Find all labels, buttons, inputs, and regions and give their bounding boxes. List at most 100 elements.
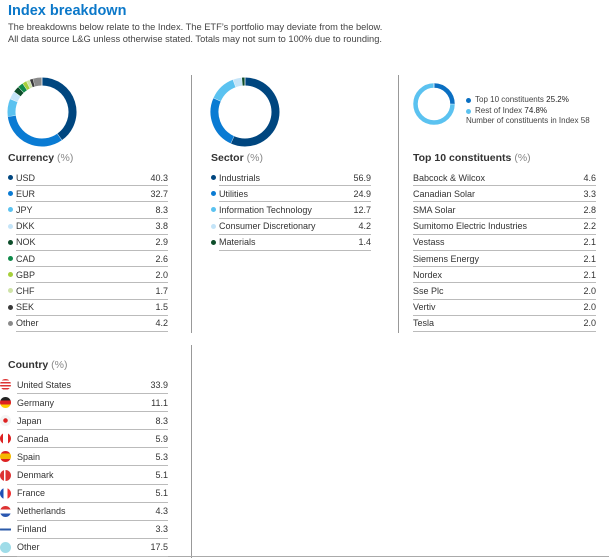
row-value: 17.5 [150,542,168,553]
row-label: Information Technology [219,204,312,215]
row-label: Tesla [413,318,435,329]
table-row: United States 33.9 [0,376,168,395]
row-value: 2.6 [155,253,168,264]
donut-slice-gbp [22,81,31,91]
divider [191,75,192,333]
table-row: Spain 5.3 [0,448,168,467]
country-table: United States 33.9 Germany 11.1 Japan 8.3 Cana… [0,376,168,557]
row-value: 4.2 [358,221,371,232]
row-value: 2.0 [583,302,596,313]
donut-slice-other [33,77,43,87]
table-row: Canada 5.9 [0,430,168,449]
legend-dot-icon [8,191,13,197]
row-value: 3.3 [155,524,168,535]
row-label: Canada [17,433,49,444]
row-value: 40.3 [150,172,168,183]
legend-rest: Rest of Index 74.8% [466,106,590,117]
row-value: 1.5 [155,302,168,313]
canada-flag-icon [0,433,11,445]
table-row: Utilities 24.9 [211,186,371,203]
table-row: Industrials 56.9 [211,170,371,187]
table-row: SEK 1.5 [8,300,168,316]
finland-flag-icon [0,523,11,535]
table-row: Babcock & Wilcox 4.6 [413,170,596,187]
donut-slice-nok [14,86,24,97]
row-label: Babcock & Wilcox [413,172,486,183]
table-row: SMA Solar 2.8 [413,202,596,219]
row-value: 2.0 [155,269,168,280]
legend-dot-icon [8,272,13,278]
table-row: Other 4.2 [8,316,168,332]
donut-slice-sek [29,78,36,88]
donut-slice-rest-of-index [413,83,455,125]
japan-flag-icon [0,415,11,427]
row-label: France [17,488,46,499]
denmark-flag-icon [0,469,11,481]
netherlands-flag-icon [0,505,11,517]
donut-slice-utilities [210,97,235,144]
legend-top10: Top 10 constituents 25.2% [466,95,590,106]
row-value: 2.8 [583,204,596,215]
table-row: Vertiv 2.0 [413,300,596,316]
legend-dot-icon [8,207,13,213]
intro-line-1: The breakdowns below relate to the Index… [8,22,383,32]
row-label: NOK [16,237,36,248]
row-value: 33.9 [150,379,168,390]
table-row: Finland 3.3 [0,521,168,539]
table-row: CHF 1.7 [8,283,168,300]
row-label: Japan [17,415,42,426]
sector-heading: Sector (%) [211,152,263,164]
legend-dot-icon [211,223,216,229]
legend-dot-icon [211,191,216,197]
us-flag-icon [0,379,11,391]
row-value: 3.8 [155,221,168,232]
row-label: Materials [219,237,256,248]
row-label: Vestass [413,237,445,248]
table-row: GBP 2.0 [8,267,168,284]
legend-dot-icon [8,288,13,294]
top10-table: Babcock & Wilcox 4.6 Canadian Solar 3.3 SMA … [405,170,596,332]
row-value: 24.9 [353,188,371,199]
row-label: Siemens Energy [413,253,480,264]
table-row: Japan 8.3 [0,412,168,431]
row-value: 4.3 [155,506,168,517]
row-value: 12.7 [353,204,371,215]
divider [191,345,192,558]
row-value: 2.1 [583,253,596,264]
row-value: 1.4 [358,237,371,248]
donut-slice-industrials [230,77,280,147]
legend-dot-icon [8,223,13,229]
currency-table: USD 40.3 EUR 32.7 JPY 8.3 DKK 3.8 NOK 2.9 CAD 2.6 GB… [8,170,168,332]
row-label: Other [16,318,39,329]
donut-slice-information-technology [213,79,237,102]
donut-slice-cad [18,83,28,93]
table-row: Canadian Solar 3.3 [413,186,596,203]
table-row: Netherlands 4.3 [0,503,168,521]
row-value: 5.9 [155,433,168,444]
row-label: CHF [16,285,35,296]
row-value: 1.7 [155,285,168,296]
table-row: Nordex 2.1 [413,267,596,284]
row-label: CAD [16,253,36,264]
row-label: SEK [16,302,35,313]
table-row: DKK 3.8 [8,219,168,235]
table-row: Other 17.5 [0,539,168,557]
intro-text: The breakdowns below relate to the Index… [8,21,488,45]
table-row: JPY 8.3 [8,202,168,219]
row-value: 5.3 [155,451,168,462]
legend-dot-icon [8,256,13,262]
row-value: 8.3 [155,204,168,215]
row-label: GBP [16,269,36,280]
row-label: Sumitomo Electric Industries [413,221,528,232]
row-value: 2.1 [583,269,596,280]
row-value: 2.0 [583,318,596,329]
row-value: 4.2 [155,318,168,329]
table-row: Denmark 5.1 [0,466,168,485]
table-row: Sse Plc 2.0 [413,283,596,300]
row-value: 56.9 [353,172,371,183]
germany-flag-icon [0,397,11,409]
divider [398,75,399,333]
donut-slice-dkk [10,91,21,102]
index-composition-donut [413,83,455,125]
row-label: JPY [16,204,33,215]
